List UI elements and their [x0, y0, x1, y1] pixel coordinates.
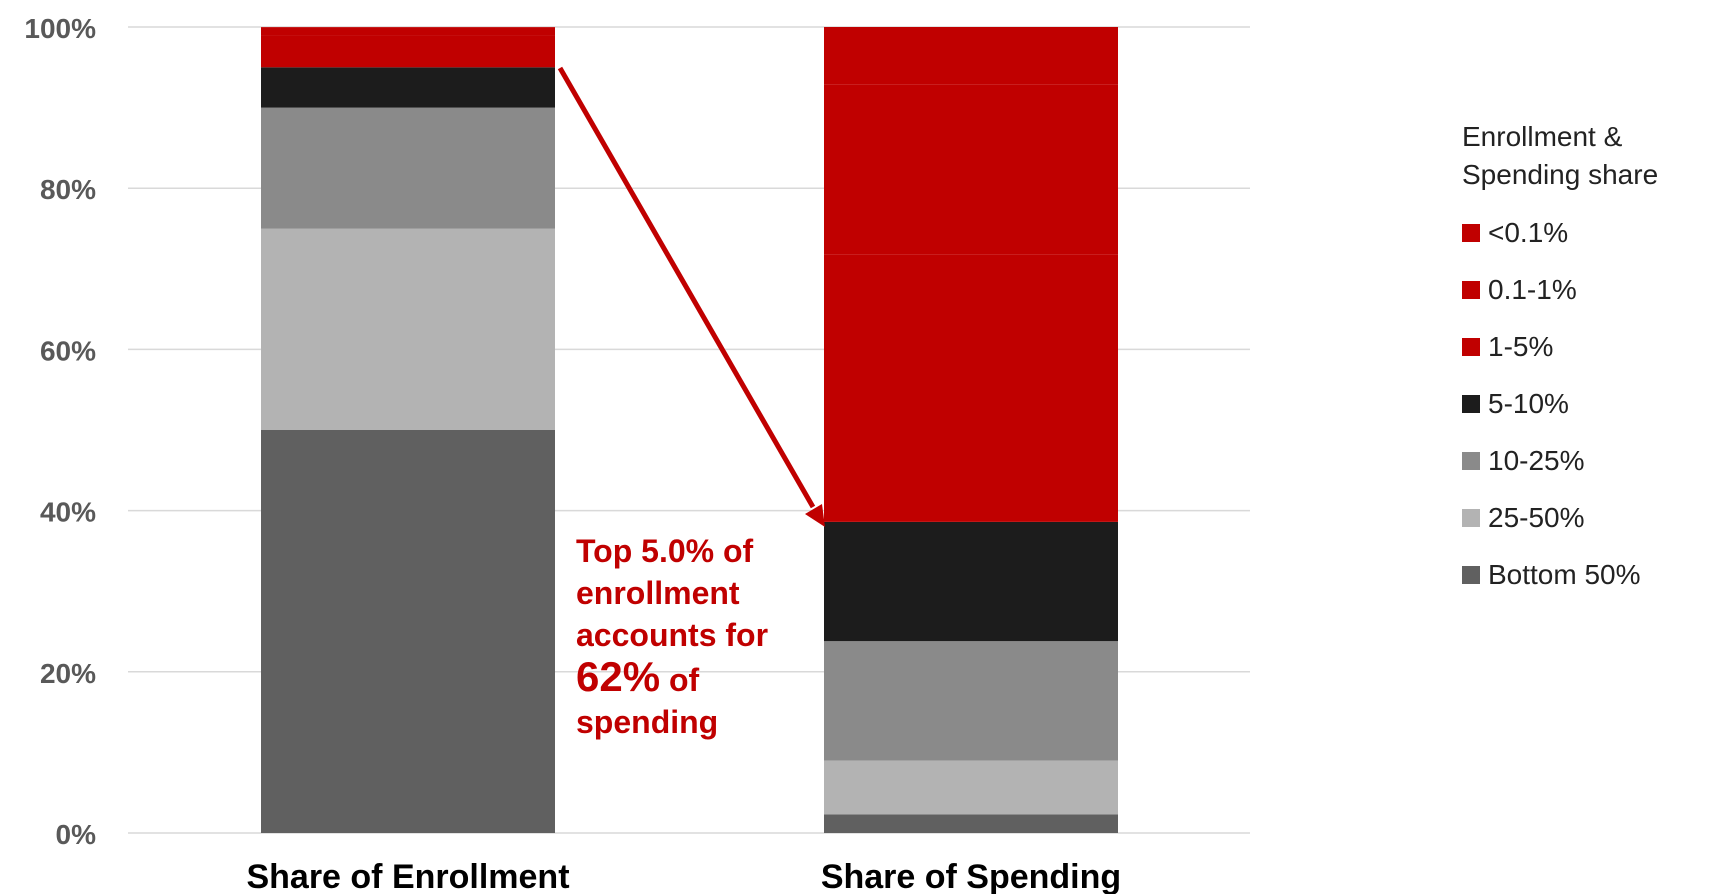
legend-swatch [1462, 337, 1480, 356]
y-tick-label: 20% [40, 658, 96, 689]
legend-label: 5-10% [1488, 387, 1569, 419]
legend-item: <0.1% [1462, 204, 1719, 261]
x-axis: Share of Enrollment Share of Spending [246, 858, 1121, 894]
legend-item: 0.1-1% [1462, 261, 1719, 318]
arrow-line [557, 66, 816, 509]
y-tick-label: 80% [40, 174, 96, 205]
annotation-line-3: accounts for [576, 617, 769, 653]
x-category-label: Share of Spending [821, 858, 1121, 894]
annotation-highlight: 62% [576, 653, 661, 700]
bar-segment [261, 107, 555, 229]
legend-swatch [1462, 565, 1480, 584]
arrowhead [805, 504, 825, 527]
bar-segment [824, 521, 1118, 642]
legend-item: 25-50% [1462, 489, 1719, 546]
annotation-highlight-suffix: of [660, 662, 700, 698]
annotation-line-2: enrollment [576, 575, 740, 611]
bar-segment [261, 67, 555, 108]
legend-label: 25-50% [1488, 501, 1585, 533]
legend-label: Bottom 50% [1488, 558, 1641, 590]
annotation-line-1: Top 5.0% of [576, 533, 754, 569]
bar-segment [824, 814, 1118, 833]
legend-item: 5-10% [1462, 375, 1719, 432]
legend-swatch [1462, 280, 1480, 299]
y-tick-label: 100% [24, 13, 96, 44]
legend-item: Bottom 50% [1462, 546, 1719, 603]
legend-title: Enrollment & Spending share [1462, 121, 1659, 190]
bar-segment [261, 27, 555, 28]
annotation-arrow [557, 66, 825, 527]
x-category-label: Share of Enrollment [246, 858, 569, 894]
bar-segment [824, 641, 1118, 761]
legend-items: <0.1% 0.1-1% 1-5% 5-10% 10-25% 25-50% Bottom 5… [1462, 204, 1719, 603]
legend: Enrollment & Spending share <0.1% 0.1-1% 1… [1462, 118, 1719, 603]
bar-segment [261, 35, 555, 68]
y-tick-label: 0% [56, 819, 97, 850]
bar-segment [824, 27, 1118, 85]
bar-segment [824, 760, 1118, 815]
bar-segment [824, 84, 1118, 255]
bar-segment [261, 430, 555, 833]
bar-segment [261, 228, 555, 430]
legend-item: 10-25% [1462, 432, 1719, 489]
bar-segment [261, 27, 555, 36]
annotation-text: Top 5.0% of enrollment accounts for 62% … [576, 530, 768, 743]
annotation-line-5: spending [576, 704, 719, 740]
y-tick-label: 40% [40, 497, 96, 528]
annotation-line-4: 62% of [576, 656, 768, 701]
legend-swatch [1462, 451, 1480, 470]
legend-swatch [1462, 223, 1480, 242]
legend-label: 0.1-1% [1488, 273, 1577, 305]
bar-segment [824, 254, 1118, 522]
legend-swatch [1462, 394, 1480, 413]
y-axis: 0% 20% 40% 60% 80% 100% [24, 13, 96, 850]
legend-label: 1-5% [1488, 330, 1554, 362]
legend-label: <0.1% [1488, 216, 1569, 248]
legend-label: 10-25% [1488, 444, 1585, 476]
legend-swatch [1462, 508, 1480, 527]
bars [261, 27, 1118, 833]
y-tick-label: 60% [40, 335, 96, 366]
legend-item: 1-5% [1462, 318, 1719, 375]
